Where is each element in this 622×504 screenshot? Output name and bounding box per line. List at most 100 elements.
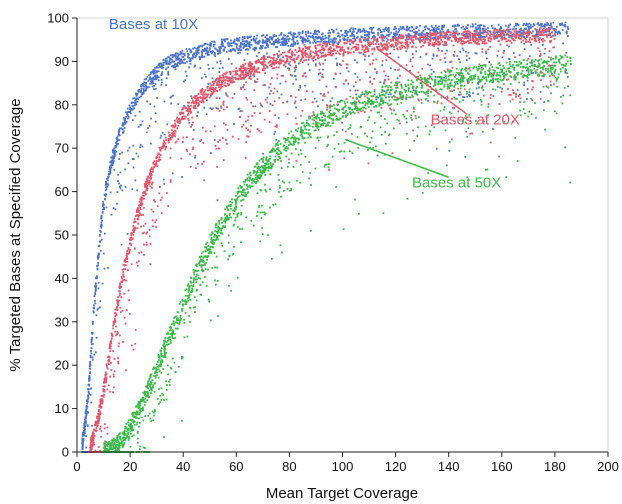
scatter-point xyxy=(157,158,160,161)
scatter-point xyxy=(143,243,145,246)
scatter-point xyxy=(129,236,132,239)
scatter-point xyxy=(148,228,151,231)
scatter-point xyxy=(109,161,112,164)
scatter-point xyxy=(172,66,175,69)
scatter-point xyxy=(197,45,200,48)
scatter-point xyxy=(123,316,126,319)
scatter-point xyxy=(131,104,134,107)
scatter-point xyxy=(201,52,203,54)
scatter-point xyxy=(97,253,100,256)
scatter-point xyxy=(319,72,322,74)
scatter-point xyxy=(396,84,398,87)
scatter-point xyxy=(170,135,173,137)
scatter-point xyxy=(273,87,276,90)
scatter-point xyxy=(185,48,188,50)
scatter-point xyxy=(125,254,128,257)
scatter-point xyxy=(317,50,319,53)
scatter-point xyxy=(344,38,347,41)
scatter-point xyxy=(516,23,519,26)
scatter-point xyxy=(216,84,219,86)
scatter-point xyxy=(274,114,276,117)
scatter-point xyxy=(384,79,387,82)
scatter-point xyxy=(163,100,166,103)
scatter-point xyxy=(436,26,439,29)
scatter-point xyxy=(465,55,468,57)
scatter-point xyxy=(224,46,226,49)
scatter-point xyxy=(273,34,276,37)
scatter-point xyxy=(267,38,269,41)
scatter-point xyxy=(340,64,342,66)
scatter-point xyxy=(307,63,310,66)
scatter-point xyxy=(549,80,552,83)
scatter-point xyxy=(260,35,263,37)
scatter-point xyxy=(254,105,257,108)
scatter-point xyxy=(195,55,197,57)
scatter-point xyxy=(237,190,240,193)
scatter-point xyxy=(106,182,109,185)
scatter-point xyxy=(417,98,420,101)
scatter-point xyxy=(231,81,234,84)
scatter-point xyxy=(99,412,102,415)
scatter-point xyxy=(446,36,449,39)
data-point xyxy=(171,60,174,63)
scatter-point xyxy=(125,279,127,282)
scatter-point xyxy=(129,110,132,113)
scatter-point xyxy=(196,115,198,117)
scatter-point xyxy=(207,93,210,96)
scatter-point xyxy=(237,78,240,81)
scatter-point xyxy=(425,25,427,28)
scatter-point xyxy=(353,34,355,37)
scatter-point xyxy=(97,262,99,264)
scatter-point xyxy=(526,36,529,38)
scatter-point xyxy=(552,83,555,86)
scatter-point xyxy=(480,35,482,38)
scatter-point xyxy=(243,35,246,38)
scatter-point xyxy=(257,165,260,168)
scatter-point xyxy=(216,165,218,168)
scatter-point xyxy=(258,60,261,63)
scatter-point xyxy=(194,64,196,67)
scatter-point xyxy=(386,53,389,56)
scatter-point xyxy=(182,107,185,109)
scatter-point xyxy=(100,226,103,229)
scatter-point xyxy=(146,182,148,184)
scatter-point xyxy=(405,64,408,67)
scatter-point xyxy=(247,115,250,118)
scatter-point xyxy=(478,24,481,27)
scatter-point xyxy=(110,166,112,169)
scatter-point xyxy=(224,73,227,76)
scatter-point xyxy=(381,36,384,39)
scatter-point xyxy=(547,28,550,31)
scatter-point xyxy=(479,29,482,32)
scatter-point xyxy=(136,431,139,434)
scatter-point xyxy=(244,156,247,159)
scatter-point xyxy=(479,30,481,33)
scatter-point xyxy=(256,34,259,37)
scatter-point xyxy=(188,66,191,69)
scatter-point xyxy=(139,408,141,411)
scatter-point xyxy=(508,35,511,38)
data-point xyxy=(187,53,190,57)
scatter-point xyxy=(445,44,448,46)
scatter-point xyxy=(243,83,245,86)
scatter-point xyxy=(191,57,194,60)
scatter-point xyxy=(99,427,102,430)
scatter-point xyxy=(382,48,384,51)
scatter-point xyxy=(157,79,160,82)
scatter-point xyxy=(307,56,310,59)
scatter-point xyxy=(142,206,145,209)
scatter-point xyxy=(318,49,321,52)
scatter-point xyxy=(544,24,546,26)
scatter-point xyxy=(455,32,458,34)
scatter-point xyxy=(101,282,104,285)
scatter-point xyxy=(245,141,247,144)
scatter-point xyxy=(248,71,250,74)
scatter-point xyxy=(278,38,281,41)
scatter-point xyxy=(358,40,361,43)
scatter-point xyxy=(274,155,277,158)
scatter-point xyxy=(175,58,178,61)
scatter-point xyxy=(529,27,532,29)
scatter-point xyxy=(423,26,426,29)
scatter-point xyxy=(110,337,113,340)
scatter-point xyxy=(497,80,500,83)
